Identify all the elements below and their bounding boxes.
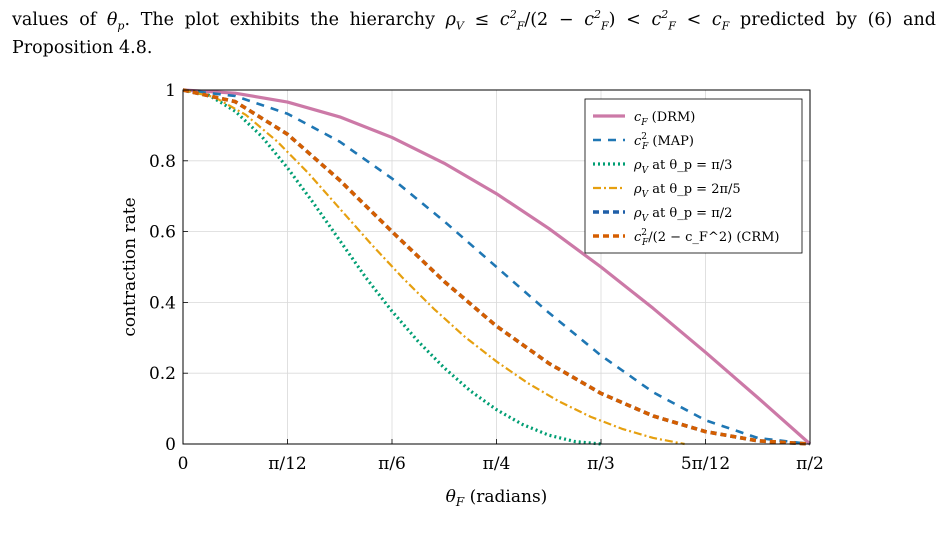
series-line-3 — [182, 88, 602, 446]
x-tick-label: π/4 — [483, 454, 511, 474]
legend-label-2: c2 F (MAP) — [634, 132, 694, 152]
y-tick-label: 0.8 — [149, 152, 176, 172]
legend-label-6: c2 F/(2 − c_F^2) (CRM) — [634, 228, 780, 248]
legend-label-5: ρV at θ_p = π/2 — [633, 206, 732, 224]
legend: cF (DRM) c2 F (MAP) ρV at θ_p = π/3 ρV at θ_… — [584, 98, 803, 254]
paragraph-line-2: Proposition 4.8. — [12, 38, 153, 58]
legend-label-3: ρV at θ_p = π/3 — [633, 158, 732, 176]
series-line-4 — [182, 88, 685, 446]
text-hierarchy: . The plot exhibits the hierarchy — [124, 10, 446, 30]
axis-ticks: 0 π/12 π/6 π/4 π/3 5π/12 π/2 0 0.2 0.4 0.6 0.8 1 — [149, 81, 824, 474]
series-lines — [182, 88, 812, 446]
x-tick-label: π/3 — [587, 454, 615, 474]
x-tick-label: π/6 — [378, 454, 406, 474]
x-tick-label: π/2 — [796, 454, 824, 474]
y-axis-label: contraction rate — [120, 197, 140, 336]
y-tick-label: 0 — [165, 435, 176, 455]
y-tick-label: 0.6 — [149, 223, 176, 243]
series-line-1 — [182, 88, 812, 446]
x-tick-label: 0 — [178, 454, 189, 474]
y-tick-label: 0.2 — [149, 364, 176, 384]
legend-label-1: cF (DRM) — [634, 110, 695, 128]
math-theta-p: θp — [106, 10, 125, 33]
paragraph-line-1: values of θp. The plot exhibits the hier… — [12, 6, 936, 34]
legend-label-4: ρV at θ_p = 2π/5 — [633, 182, 741, 200]
series-line-6 — [182, 88, 811, 446]
x-tick-label: 5π/12 — [681, 454, 730, 474]
y-tick-label: 0.4 — [149, 293, 176, 313]
caption-paragraph: values of θp. The plot exhibits the hier… — [12, 6, 936, 62]
x-tick-label: π/12 — [268, 454, 307, 474]
text-values-of: values of — [12, 10, 107, 30]
text-predicted: predicted by (6) and — [729, 10, 936, 30]
x-axis-label: θF (radians) — [446, 487, 548, 509]
math-hierarchy: ρV ≤ c2F/(2 − c2F) < c2F < cF — [445, 8, 730, 33]
series-line-2 — [182, 88, 811, 446]
y-tick-label: 1 — [165, 81, 176, 101]
legend-box — [584, 98, 803, 254]
